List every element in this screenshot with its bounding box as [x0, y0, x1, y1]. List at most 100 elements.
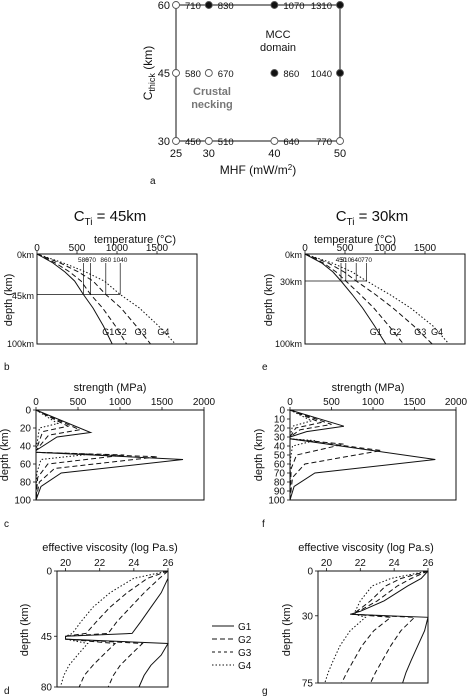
panel-e-ylabel: depth (km): [263, 274, 275, 327]
panel-b-depth-0: 0km: [17, 250, 34, 260]
f-y-tick-90: 90: [274, 487, 286, 498]
g-curve-G1: [350, 570, 429, 684]
panel-a-point-860: [270, 69, 279, 77]
e-curve-label-G3: G3: [414, 327, 426, 337]
panel-a-points: 710 830 1070 1310 580 670 860 1040 450 510 640 770: [172, 1, 344, 148]
c-x-tick-1500: 1500: [151, 397, 174, 408]
panel-a-point-1040: [336, 69, 344, 77]
e-moho-temp-640: 640: [351, 257, 362, 264]
legend: G1 G2 G3 G4: [212, 622, 252, 672]
panel-c-ylabel: depth (km): [0, 429, 11, 482]
panel-g: effective viscosity (log Pa.s) 20 22 24 26 0…: [262, 542, 434, 697]
panel-g-ticks: 20 22 24 26 0 30 75: [302, 558, 434, 690]
legend-label-G4: G4: [238, 661, 252, 672]
panel-f-curves: [289, 409, 436, 501]
d-curve-G1: [65, 571, 169, 688]
g-x-tick-20: 20: [321, 558, 333, 569]
legend-label-G1: G1: [238, 622, 252, 633]
f-x-tick-0: 0: [287, 397, 293, 408]
f-curve-G3: [289, 409, 345, 501]
panel-e-depth-100: 100km: [275, 339, 302, 349]
d-x-tick-24: 24: [128, 558, 140, 569]
b-curve-G2: [36, 253, 128, 345]
f-y-tick-100: 100: [268, 496, 285, 507]
panel-b-depth-moho: 45km: [12, 291, 34, 301]
g-y-tick-0: 0: [307, 567, 313, 578]
panel-a-point-label-1040: 1040: [311, 69, 332, 80]
b-moho-temp-580: 580: [78, 257, 89, 264]
panel-b-label: b: [4, 362, 10, 373]
d-curve-G2: [65, 570, 169, 688]
e-x-tick-1000: 1000: [374, 243, 397, 254]
c-y-tick-0: 0: [25, 406, 31, 417]
panel-a-point-770: [336, 137, 344, 145]
panel-d-ticks: 20 22 24 26 0 45 80: [41, 558, 174, 694]
e-moho-temp-450: 450: [336, 257, 347, 264]
panel-a-point-label-670: 670: [218, 69, 234, 80]
c-y-tick-80: 80: [20, 478, 32, 489]
panel-g-frame: [317, 570, 429, 684]
e-curve-G2: [304, 253, 404, 345]
b-curve-G3: [36, 253, 151, 345]
panel-a-ylabel: Cthick (km): [141, 46, 157, 101]
e-x-tick-0: 0: [302, 243, 308, 254]
panel-e-label: e: [262, 362, 268, 373]
c-y-tick-40: 40: [20, 442, 32, 453]
panel-g-curves: [324, 570, 429, 684]
panel-a-point-640: [270, 137, 279, 145]
d-x-tick-22: 22: [94, 558, 106, 569]
d-y-tick-80: 80: [41, 683, 53, 694]
panel-a-xlabel: MHF (mW/m2): [220, 163, 296, 177]
panel-c-xlabel: strength (MPa): [74, 382, 147, 394]
e-curve-G4: [304, 253, 450, 345]
panel-c: strength (MPa) 0 500 1000 1500 2000 0 20 40 60 80…: [0, 382, 216, 530]
panel-b-ticks: 0 500 1000 1500: [34, 243, 169, 254]
b-curve-label-G1: G1: [102, 327, 114, 337]
legend-label-G2: G2: [238, 635, 252, 646]
panel-f-ylabel: depth (km): [253, 429, 265, 482]
b-x-tick-1500: 1500: [146, 243, 169, 254]
g-curve-G4: [324, 570, 429, 684]
d-y-tick-0: 0: [46, 567, 52, 578]
panel-a-point-670: [204, 69, 213, 77]
f-curve-G1: [289, 409, 436, 501]
panel-a-x-tick-30: 30: [203, 148, 215, 160]
e-curve-G3: [304, 253, 433, 345]
panel-a-x-tick-50: 50: [334, 148, 346, 160]
f-y-tick-80: 80: [274, 478, 286, 489]
panel-c-ticks: 0 500 1000 1500 2000 0 20 40 60 80 100: [14, 397, 215, 507]
e-curve-label-G1: G1: [370, 327, 382, 337]
panel-b-depth-100: 100km: [7, 339, 34, 349]
c-x-tick-500: 500: [70, 397, 87, 408]
f-y-tick-30: 30: [274, 433, 286, 444]
panel-a-point-label-710: 710: [185, 1, 201, 12]
panel-a-point-label-510: 510: [218, 137, 234, 148]
panel-a-point-710: [172, 1, 180, 9]
e-moho-temp-510: 510: [340, 257, 351, 264]
g-curve-G3: [341, 570, 429, 684]
c-x-tick-2000: 2000: [193, 397, 216, 408]
b-curve-label-G3: G3: [135, 327, 147, 337]
e-x-tick-500: 500: [337, 243, 354, 254]
crustal-region-label-2: necking: [191, 99, 233, 111]
f-y-tick-50: 50: [274, 451, 286, 462]
panel-a-y-tick-45: 45: [158, 68, 170, 80]
panel-d-curves: [59, 570, 169, 688]
d-x-tick-20: 20: [60, 558, 72, 569]
c-x-tick-0: 0: [33, 397, 39, 408]
e-moho-temp-770: 770: [361, 257, 372, 264]
panel-a-y-tick-30: 30: [158, 136, 170, 148]
f-y-tick-70: 70: [274, 469, 286, 480]
panel-e-ticks: 0 500 1000 1500: [302, 243, 437, 254]
b-curve-G1: [36, 253, 113, 345]
b-curve-label-G4: G4: [157, 327, 169, 337]
panel-f-xlabel: strength (MPa): [332, 382, 405, 394]
c-curve-G3: [35, 409, 125, 501]
panel-a-label: a: [150, 176, 156, 187]
panel-a-point-label-770: 770: [316, 137, 332, 148]
